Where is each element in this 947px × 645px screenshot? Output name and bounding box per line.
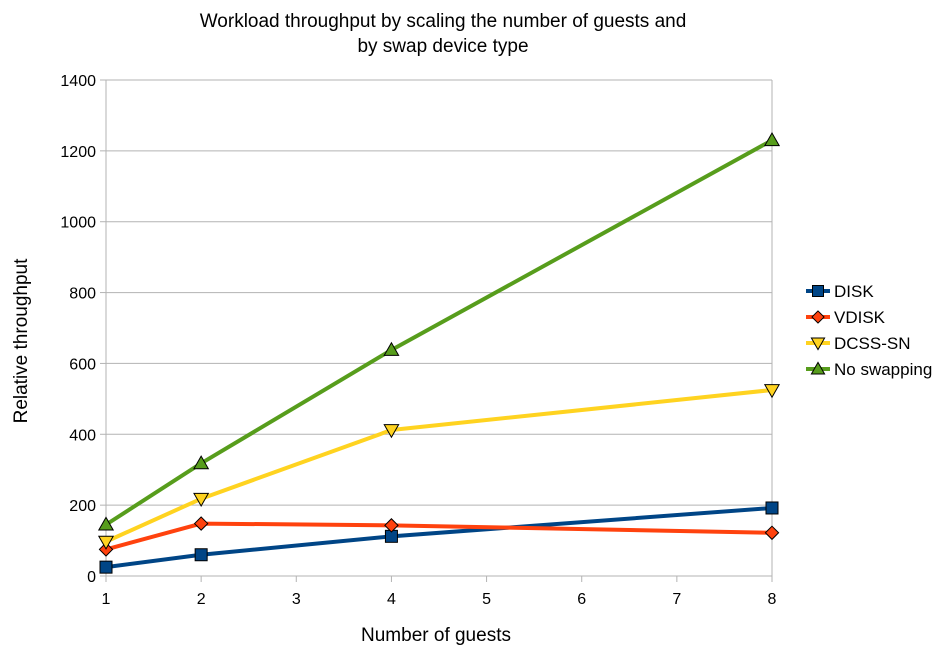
x-tick-label: 1 — [102, 591, 111, 608]
y-tick-label: 400 — [69, 427, 96, 444]
y-tick-label: 0 — [87, 569, 96, 586]
data-point-no-swapping — [193, 455, 210, 470]
legend-item-dcss-sn: DCSS-SN — [806, 334, 911, 353]
series-dcss-sn — [97, 384, 781, 550]
x-tick-label: 7 — [672, 591, 681, 608]
data-point-no-swapping — [383, 341, 400, 356]
data-point-vdisk — [193, 516, 209, 531]
data-point-disk — [99, 560, 113, 574]
legend-item-no-swapping: No swapping — [806, 360, 932, 379]
data-point-dcss-sn — [763, 384, 781, 399]
data-point-disk — [765, 501, 779, 515]
legend-label: DCSS-SN — [834, 334, 911, 353]
x-tick-label: 2 — [197, 591, 206, 608]
chart-title-line-1: Workload throughput by scaling the numbe… — [200, 11, 687, 32]
series-line-disk — [105, 505, 773, 570]
legend-marker — [811, 310, 825, 324]
chart-title-line-2: by swap device type — [357, 36, 528, 57]
y-tick-label: 600 — [69, 356, 96, 373]
legend-item-vdisk: VDISK — [806, 308, 886, 327]
data-point-no-swapping — [763, 132, 781, 147]
series-disk — [99, 501, 779, 574]
y-axis-title: Relative throughput — [11, 258, 32, 423]
y-tick-label: 1200 — [60, 144, 96, 161]
data-point-dcss-sn — [193, 492, 210, 507]
x-tick-label: 3 — [292, 591, 301, 608]
data-point-dcss-sn — [383, 424, 400, 439]
y-tick-label: 200 — [69, 498, 96, 515]
x-axis-title: Number of guests — [361, 625, 511, 645]
gridlines — [106, 79, 772, 577]
y-tick-label: 1400 — [60, 73, 96, 90]
legend-marker — [810, 361, 826, 375]
data-point-vdisk — [764, 525, 780, 541]
y-tick-label: 800 — [69, 286, 96, 303]
series-line-dcss-sn — [105, 388, 773, 544]
legend: DISK VDISK DCSS-SN No swapping — [806, 282, 932, 379]
x-tick-label: 6 — [577, 591, 586, 608]
legend-marker — [810, 337, 826, 351]
series-group — [97, 132, 781, 574]
series-line-no-swapping — [104, 138, 773, 527]
legend-item-disk: DISK — [806, 282, 874, 301]
legend-label: VDISK — [834, 308, 886, 327]
x-tick-label: 8 — [768, 591, 777, 608]
legend-label: No swapping — [834, 360, 932, 379]
data-point-dcss-sn — [97, 535, 115, 550]
series-line-vdisk — [105, 521, 773, 552]
legend-label: DISK — [834, 282, 874, 301]
tick-labels: 0 200 400 600 800 1000 1200 1400 1 2 3 4 5 6 7 8 — [60, 73, 776, 608]
data-point-disk — [194, 548, 208, 562]
axes — [100, 79, 773, 582]
x-tick-label: 5 — [482, 591, 491, 608]
y-tick-label: 1000 — [60, 215, 96, 232]
series-no-swapping — [97, 132, 781, 531]
data-point-no-swapping — [97, 516, 115, 531]
legend-marker — [812, 285, 824, 297]
x-tick-label: 4 — [387, 591, 396, 608]
data-point-vdisk — [384, 518, 399, 533]
